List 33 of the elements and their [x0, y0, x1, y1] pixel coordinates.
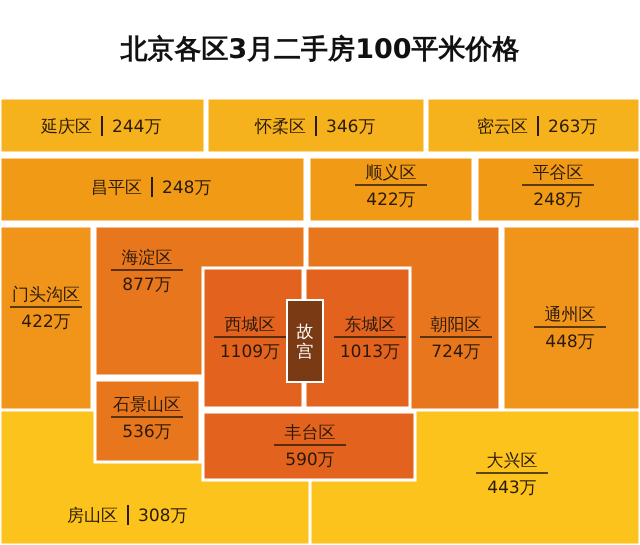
category-label: 延庆区: [40, 117, 92, 137]
category-label: 通州区: [544, 305, 596, 325]
category-label: 门头沟区: [12, 285, 80, 305]
category-label: 顺义区: [366, 163, 416, 183]
category-label: 昌平区: [91, 178, 142, 198]
data-label: 308万: [138, 506, 188, 526]
data-label: 248万: [533, 190, 583, 210]
category-label: 东城区: [344, 315, 396, 335]
text: 北京各区3月二手房100平米价格: [119, 34, 520, 65]
category-label: 密云区: [477, 117, 528, 137]
data-label: 244万: [112, 117, 162, 137]
data-label: 422万: [21, 312, 71, 332]
category-label: 丰台区: [284, 423, 336, 443]
category-label: 西城区: [224, 315, 276, 335]
category-label: 朝阳区: [430, 315, 482, 335]
data-label: 346万: [326, 117, 376, 137]
data-label: 590万: [285, 450, 335, 470]
data-label: 248万: [162, 178, 212, 198]
category-label: 房山区: [67, 506, 118, 526]
category-label: 大兴区: [486, 451, 538, 471]
data-label: 1109万: [220, 342, 280, 362]
category-label: 海淀区: [122, 248, 172, 268]
data-label: 263万: [548, 117, 598, 137]
category-label: 怀柔区: [254, 117, 306, 137]
data-label: 422万: [366, 190, 416, 210]
data-label: 1013万: [340, 342, 400, 362]
data-label: 536万: [122, 422, 172, 442]
data-label: 448万: [545, 332, 595, 352]
category-label: 平谷区: [532, 163, 584, 183]
data-label: 443万: [487, 478, 537, 498]
data-label: 877万: [122, 275, 172, 295]
category-label: 石景山区: [113, 395, 181, 415]
data-label: 724万: [431, 342, 481, 362]
